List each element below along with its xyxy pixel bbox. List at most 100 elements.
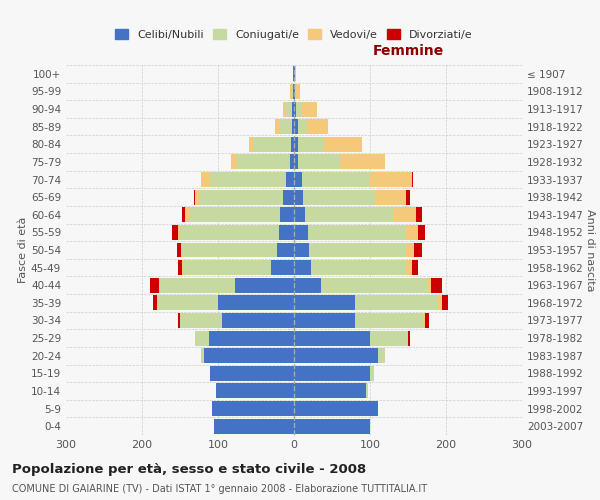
Bar <box>178 313 180 328</box>
Bar <box>295 84 296 99</box>
Bar <box>406 190 410 204</box>
Bar <box>376 190 406 204</box>
Bar <box>157 296 218 310</box>
Bar <box>408 330 410 345</box>
Bar <box>253 137 291 152</box>
Bar <box>406 242 414 258</box>
Legend: Celibi/Nubili, Coniugati/e, Vedovi/e, Divorziati/e: Celibi/Nubili, Coniugati/e, Vedovi/e, Di… <box>112 26 476 44</box>
Text: Popolazione per età, sesso e stato civile - 2008: Popolazione per età, sesso e stato civil… <box>12 462 366 475</box>
Bar <box>406 260 412 275</box>
Bar <box>182 260 184 275</box>
Bar <box>311 260 406 275</box>
Bar <box>298 137 325 152</box>
Bar <box>211 172 286 187</box>
Bar <box>427 278 431 292</box>
Bar <box>222 313 294 328</box>
Bar <box>406 225 418 240</box>
Y-axis label: Anni di nascita: Anni di nascita <box>585 209 595 291</box>
Bar <box>340 154 385 170</box>
Bar <box>294 208 305 222</box>
Bar <box>298 154 340 170</box>
Bar <box>201 172 211 187</box>
Bar <box>294 401 377 416</box>
Bar <box>320 278 427 292</box>
Bar <box>181 242 182 258</box>
Bar <box>414 242 422 258</box>
Bar <box>214 418 294 434</box>
Bar <box>423 313 425 328</box>
Bar <box>178 225 180 240</box>
Bar <box>291 137 294 152</box>
Bar <box>249 137 253 152</box>
Bar <box>355 296 439 310</box>
Bar <box>412 260 418 275</box>
Y-axis label: Fasce di età: Fasce di età <box>18 217 28 283</box>
Bar <box>205 348 294 363</box>
Bar <box>290 84 292 99</box>
Bar <box>303 190 376 204</box>
Bar <box>412 172 413 187</box>
Bar <box>217 384 294 398</box>
Bar <box>184 260 271 275</box>
Bar <box>294 348 377 363</box>
Bar <box>294 154 298 170</box>
Bar <box>172 225 178 240</box>
Bar <box>279 119 292 134</box>
Bar <box>195 330 209 345</box>
Bar <box>370 172 412 187</box>
Bar <box>294 172 302 187</box>
Bar <box>307 119 328 134</box>
Bar <box>292 119 294 134</box>
Bar <box>277 242 294 258</box>
Bar <box>283 102 286 116</box>
Bar <box>271 260 294 275</box>
Bar <box>293 84 294 99</box>
Bar <box>235 278 294 292</box>
Bar <box>393 208 416 222</box>
Bar <box>180 225 279 240</box>
Bar <box>298 119 307 134</box>
Bar <box>295 66 296 82</box>
Bar <box>294 84 295 99</box>
Bar <box>296 102 302 116</box>
Bar <box>200 348 205 363</box>
Bar <box>442 296 448 310</box>
Bar <box>185 208 189 222</box>
Bar <box>309 242 406 258</box>
Bar <box>189 208 280 222</box>
Bar <box>302 172 370 187</box>
Bar <box>294 296 355 310</box>
Bar <box>308 225 406 240</box>
Text: COMUNE DI GAIARINE (TV) - Dati ISTAT 1° gennaio 2008 - Elaborazione TUTTITALIA.I: COMUNE DI GAIARINE (TV) - Dati ISTAT 1° … <box>12 484 427 494</box>
Bar <box>355 313 423 328</box>
Bar <box>370 366 374 381</box>
Bar <box>286 102 292 116</box>
Bar <box>159 278 235 292</box>
Bar <box>218 296 294 310</box>
Bar <box>294 242 309 258</box>
Bar <box>178 260 182 275</box>
Bar <box>292 84 293 99</box>
Bar <box>292 102 294 116</box>
Bar <box>290 154 294 170</box>
Bar <box>294 278 320 292</box>
Bar <box>294 102 296 116</box>
Bar <box>294 260 311 275</box>
Bar <box>416 208 422 222</box>
Bar <box>425 313 428 328</box>
Bar <box>294 330 370 345</box>
Bar <box>294 225 308 240</box>
Bar <box>296 84 300 99</box>
Bar <box>294 66 295 82</box>
Bar <box>302 102 317 116</box>
Bar <box>194 190 195 204</box>
Bar <box>294 366 370 381</box>
Bar <box>286 172 294 187</box>
Bar <box>294 137 298 152</box>
Bar <box>283 190 294 204</box>
Bar <box>325 137 362 152</box>
Bar <box>182 208 185 222</box>
Bar <box>209 330 294 345</box>
Bar <box>231 154 237 170</box>
Bar <box>199 190 283 204</box>
